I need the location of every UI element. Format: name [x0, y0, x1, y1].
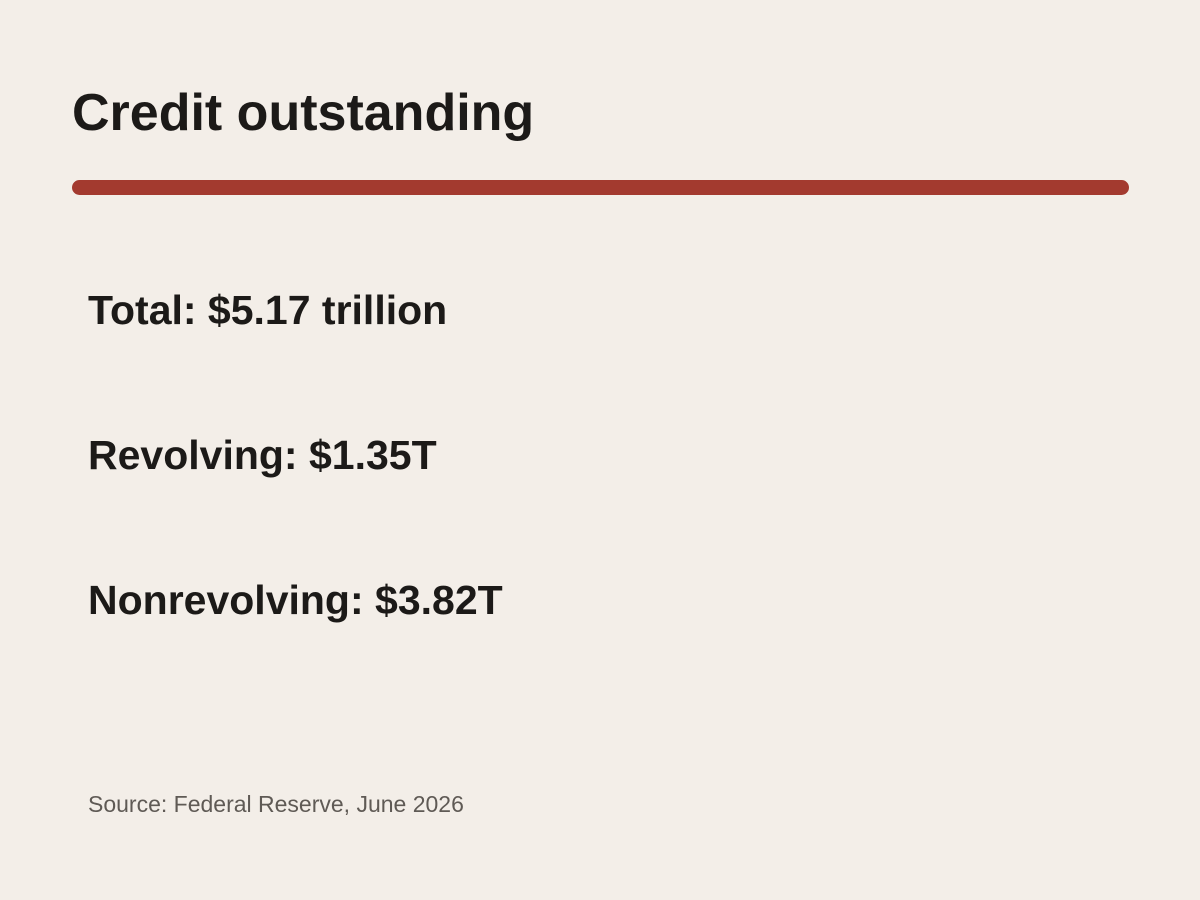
accent-rule [72, 180, 1129, 195]
stat: Revolving: $1.35T [88, 432, 437, 478]
stat: Nonrevolving: $3.82T [88, 577, 503, 623]
stat: Total: $5.17 trillion [88, 287, 448, 333]
source: Source: Federal Reserve, June 2026 [88, 791, 464, 817]
title: Credit outstanding [72, 84, 535, 142]
